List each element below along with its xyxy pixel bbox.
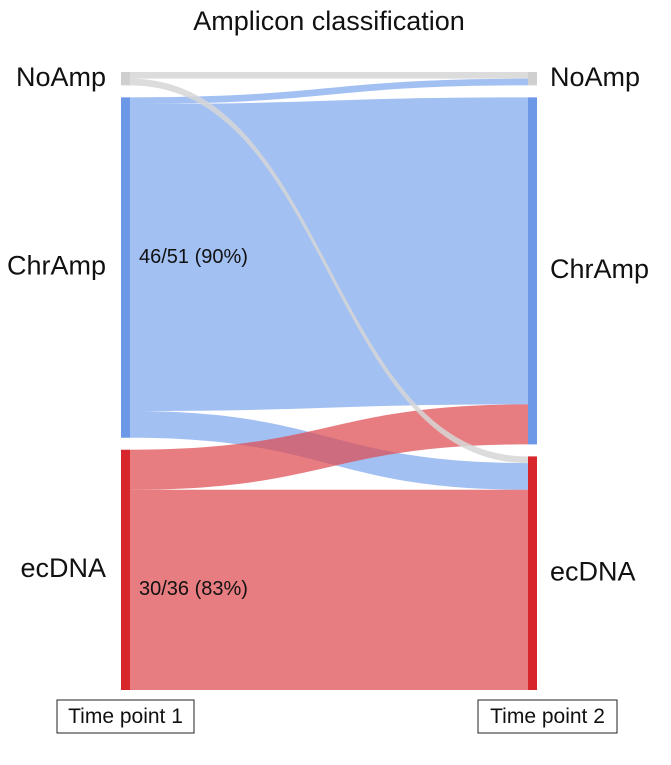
- time-point-2-box: Time point 2: [477, 699, 618, 734]
- time-point-2-frame: [477, 699, 618, 734]
- node-right-ecdna: [528, 456, 537, 690]
- right-label-noamp: NoAmp: [550, 62, 640, 92]
- nodes-layer: [121, 72, 537, 690]
- node-left-chramp: [121, 97, 130, 438]
- timepoints-layer: Time point 1 Time point 2: [56, 699, 618, 734]
- flow-label-chramp-to-chramp: 46/51 (90%): [139, 246, 248, 268]
- node-left-noamp: [121, 72, 130, 86]
- flow-label-ecdna-to-ecdna: 30/36 (83%): [139, 578, 248, 600]
- node-right-chramp: [528, 97, 537, 445]
- flow-ecdna-to-chramp: [130, 404, 528, 490]
- left-label-ecdna: ecDNA: [20, 553, 106, 583]
- time-point-2-label: Time point 2: [490, 705, 605, 728]
- left-label-chramp: ChrAmp: [7, 251, 106, 281]
- right-label-chramp: ChrAmp: [550, 254, 649, 284]
- time-point-1-label: Time point 1: [68, 705, 183, 728]
- node-right-noamp: [528, 72, 537, 86]
- right-label-ecdna: ecDNA: [550, 556, 636, 586]
- flow-noamp-to-noamp: [130, 72, 528, 79]
- left-label-noamp: NoAmp: [16, 62, 106, 92]
- flow-chramp-to-noamp: [130, 78, 528, 105]
- flows-layer: [130, 72, 528, 690]
- time-point-1-frame: [56, 699, 195, 734]
- chart-title: Amplicon classification: [193, 6, 465, 36]
- flow-noamp-to-ecdna: [130, 78, 528, 464]
- flow-ecdna-to-ecdna: [130, 489, 528, 690]
- labels-layer: NoAmp NoAmp ChrAmp ChrAmp ecDNA ecDNA 46/51 (9…: [7, 62, 649, 600]
- flow-chramp-to-chramp: [130, 97, 528, 412]
- time-point-1-box: Time point 1: [56, 699, 195, 734]
- node-left-ecdna: [121, 449, 130, 690]
